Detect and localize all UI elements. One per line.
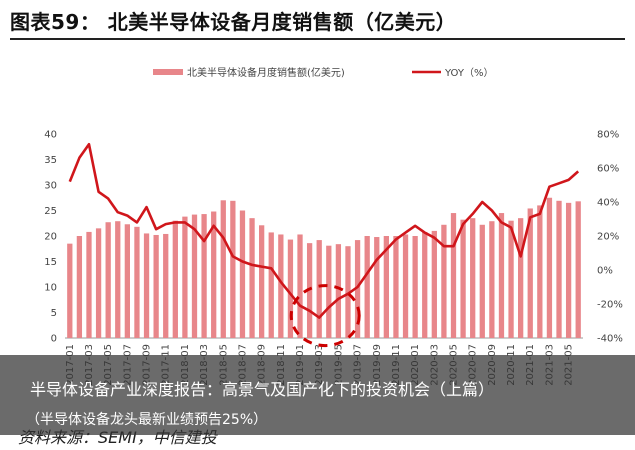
sales-bar — [518, 218, 524, 338]
sales-bar — [354, 240, 361, 338]
y-right-tick-label: 0% — [597, 266, 613, 277]
overlay-banner — [0, 355, 635, 435]
sales-bar — [498, 213, 505, 338]
sales-bar — [182, 216, 188, 338]
sales-bar — [220, 200, 226, 338]
title-rule — [10, 38, 625, 40]
sales-bar — [249, 218, 255, 338]
sales-bar — [470, 218, 476, 338]
sales-bar — [537, 205, 543, 338]
sales-bar — [287, 239, 294, 338]
sales-bar — [143, 233, 150, 338]
y-left-tick-label: 30 — [44, 181, 57, 192]
y-right-tick-label: 60% — [597, 164, 619, 175]
sales-bar — [95, 228, 102, 338]
legend-bar-swatch — [153, 69, 183, 75]
legend-bar-label: 北美半导体设备月度销售额(亿美元) — [187, 66, 345, 79]
sales-bar — [268, 232, 274, 338]
annotation-circle — [289, 284, 361, 348]
sales-bar — [201, 214, 207, 338]
legend-line-label: YOY（%） — [444, 67, 494, 79]
overlay-line-2: （半导体设备龙头最新业绩预告25%） — [26, 412, 268, 428]
sales-bar — [191, 214, 198, 338]
sales-bar — [431, 230, 437, 338]
sales-bar — [546, 197, 553, 338]
sales-bar — [335, 244, 342, 338]
y-left-tick-label: 0 — [51, 334, 57, 345]
sales-bar — [479, 224, 485, 338]
sales-bar — [326, 245, 332, 338]
y-right-tick-label: -20% — [597, 300, 623, 311]
y-left-tick-label: 25 — [44, 206, 57, 217]
sales-bar — [239, 210, 246, 338]
sales-bar — [76, 236, 83, 338]
sales-bar — [211, 211, 217, 338]
sales-bar — [364, 236, 370, 338]
sales-bar — [374, 237, 380, 338]
sales-bar — [422, 231, 428, 338]
overlay-line-1: 半导体设备产业深度报告：高景气及国产化下的投资机会（上篇） — [30, 380, 495, 399]
sales-bar — [115, 221, 121, 338]
y-right-tick-label: 40% — [597, 198, 619, 209]
sales-bar — [383, 236, 389, 338]
y-right-tick-label: -40% — [597, 334, 623, 345]
y-left-tick-label: 20 — [44, 232, 57, 243]
sales-bar — [316, 240, 322, 338]
y-right-tick-label: 20% — [597, 232, 619, 243]
sales-bar — [450, 213, 457, 338]
sales-bar — [259, 225, 265, 338]
sales-bar — [153, 234, 159, 338]
sales-bar — [134, 226, 140, 338]
sales-bar — [556, 200, 562, 338]
sales-bar — [412, 236, 418, 338]
sales-bar — [441, 224, 447, 338]
sales-bar — [297, 234, 303, 338]
sales-bar — [489, 221, 495, 338]
sales-bar — [230, 200, 236, 338]
sales-bar — [565, 202, 572, 338]
sales-bar — [527, 208, 533, 338]
sales-bar — [124, 224, 130, 338]
y-right-tick-label: 80% — [597, 130, 619, 141]
sales-bar — [402, 234, 409, 338]
y-left-tick-label: 5 — [51, 308, 57, 319]
sales-bar — [86, 231, 92, 338]
sales-bar — [163, 233, 169, 338]
sales-bar — [278, 234, 284, 338]
sales-bar — [105, 222, 111, 338]
yoy-line — [68, 142, 580, 319]
y-left-tick-label: 40 — [44, 130, 57, 141]
sales-bar — [508, 220, 514, 338]
y-left-tick-label: 10 — [44, 283, 57, 294]
sales-bar — [67, 243, 73, 338]
chart-title: 图表59： 北美半导体设备月度销售额（亿美元） — [10, 10, 457, 34]
sales-bar — [460, 219, 466, 338]
sales-bar — [345, 246, 351, 338]
sales-bar — [172, 220, 178, 338]
sales-bar — [575, 201, 581, 338]
y-left-tick-label: 35 — [44, 155, 57, 166]
y-left-tick-label: 15 — [44, 257, 57, 268]
sales-bar — [393, 236, 399, 338]
